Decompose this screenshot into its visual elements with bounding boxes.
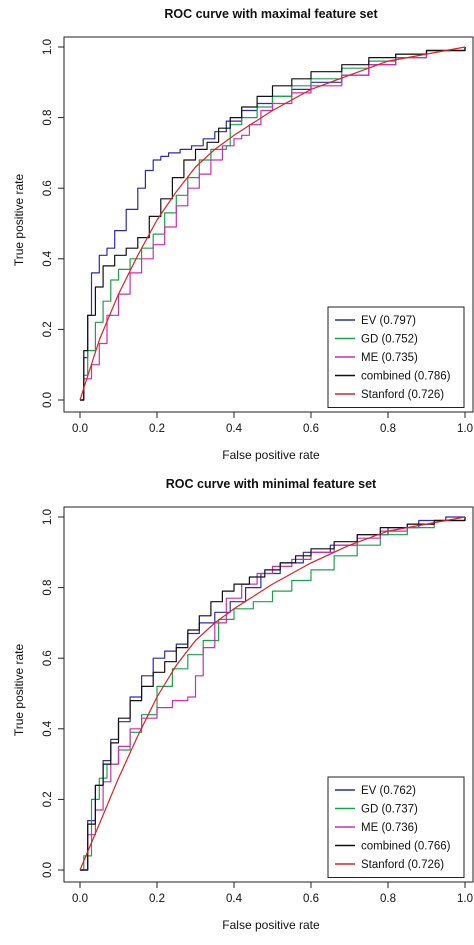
legend-label: combined (0.766) (361, 841, 451, 853)
legend-label: ME (0.735) (361, 352, 418, 364)
x-tick-label: 0.2 (149, 893, 165, 905)
x-tick-label: 0.2 (149, 423, 165, 435)
y-tick-label: 1.0 (42, 509, 54, 525)
y-axis-label: True positive rate (12, 644, 26, 737)
x-tick-label: 0.4 (226, 423, 243, 435)
series-line-2 (80, 47, 466, 401)
roc-panel-minimal: ROC curve with minimal feature set True … (0, 470, 474, 940)
x-tick-label: 0.0 (72, 893, 88, 905)
series-line-1 (80, 517, 466, 871)
x-tick-label: 1.0 (457, 423, 473, 435)
roc-chart-maximal: ROC curve with maximal feature set True … (12, 7, 474, 462)
series-line-4 (79, 516, 466, 871)
chart-title: ROC curve with maximal feature set (164, 7, 378, 21)
legend-label: combined (0.786) (361, 371, 451, 383)
legend-label: GD (0.752) (361, 334, 418, 346)
roc-panel-maximal: ROC curve with maximal feature set True … (0, 0, 474, 470)
x-tick-label: 0.4 (226, 893, 243, 905)
y-tick-label: 0.4 (42, 250, 54, 267)
x-tick-label: 0.8 (380, 893, 396, 905)
plot-frame (63, 506, 474, 883)
legend-label: Stanford (0.726) (361, 389, 444, 401)
x-axis-label: False positive rate (222, 448, 320, 462)
y-tick-label: 0.0 (42, 862, 54, 878)
y-axis-label: True positive rate (12, 174, 26, 267)
legend-label: ME (0.736) (361, 822, 418, 834)
legend-label: Stanford (0.726) (361, 859, 444, 871)
x-tick-label: 0.6 (303, 423, 319, 435)
chart-title: ROC curve with minimal feature set (166, 477, 377, 491)
x-tick-label: 0.0 (72, 423, 88, 435)
y-tick-label: 1.0 (42, 39, 54, 55)
series-line-3 (80, 47, 466, 401)
series-line-4 (79, 46, 466, 401)
y-tick-label: 0.8 (42, 110, 54, 126)
y-tick-label: 0.4 (42, 720, 54, 737)
y-tick-label: 0.6 (42, 650, 54, 666)
legend-label: EV (0.797) (361, 315, 416, 327)
legend-label: GD (0.737) (361, 804, 418, 816)
y-tick-label: 0.2 (42, 321, 54, 337)
plot-frame (63, 36, 474, 413)
series-line-3 (80, 517, 466, 871)
x-tick-label: 0.6 (303, 893, 319, 905)
y-tick-label: 0.8 (42, 580, 54, 596)
roc-chart-minimal: ROC curve with minimal feature set True … (12, 477, 474, 932)
y-tick-label: 0.2 (42, 791, 54, 807)
x-axis-label: False positive rate (222, 918, 320, 932)
y-tick-label: 0.6 (42, 180, 54, 196)
legend-label: EV (0.762) (361, 785, 416, 797)
y-tick-label: 0.0 (42, 392, 54, 408)
x-tick-label: 0.8 (380, 423, 396, 435)
x-tick-label: 1.0 (457, 893, 473, 905)
